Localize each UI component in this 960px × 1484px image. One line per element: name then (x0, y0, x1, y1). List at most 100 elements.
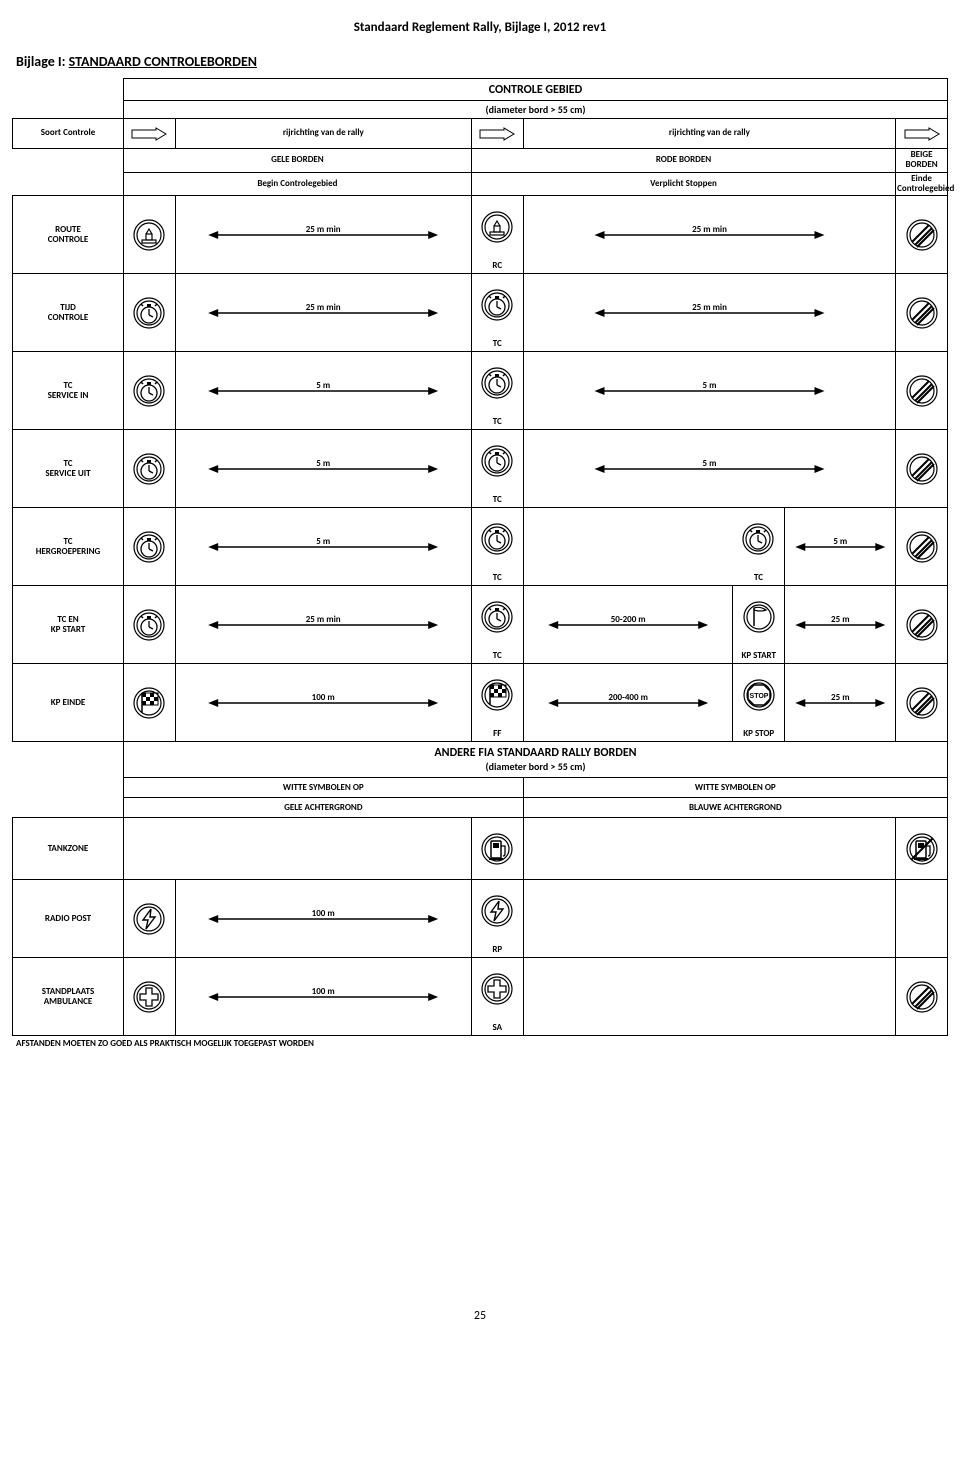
arrow: 50-200 m (523, 586, 733, 664)
arrow: 25 m min (175, 274, 471, 352)
txt: ROUTE (55, 224, 81, 235)
hatch-icon (896, 352, 948, 430)
sub-sa: SA (471, 1020, 523, 1036)
arrow: 25 m min (523, 196, 896, 274)
txt: AMBULANCE (44, 996, 93, 1007)
arrow: 200-400 m (523, 664, 733, 742)
arrow: 100 m (175, 880, 471, 958)
arrow: 5 m (523, 430, 896, 508)
hatch-icon (896, 508, 948, 586)
svg-text:5 m: 5 m (702, 380, 716, 391)
section2-sub: (diameter bord > 55 cm) (485, 760, 585, 773)
txt: TC (63, 380, 72, 391)
row-kpe-label: KP EINDE (13, 664, 124, 742)
hdr-rij2: rijrichting van de rally (523, 119, 896, 149)
sub-tc: TC (471, 414, 523, 430)
arrow: 25 m min (175, 196, 471, 274)
sub-rc: RC (471, 258, 523, 274)
svg-text:25 m min: 25 m min (692, 224, 727, 235)
clock-icon (124, 508, 176, 586)
fuel-icon (471, 818, 523, 880)
checkered-flag-icon (124, 664, 176, 742)
arrow: 25 m min (523, 274, 896, 352)
hdr-begin: Begin Controlegebied (124, 172, 472, 196)
clock-icon (733, 508, 785, 570)
txt: TC (63, 458, 72, 469)
txt: KP START (51, 624, 86, 635)
arrow: 100 m (175, 664, 471, 742)
cross-icon (124, 958, 176, 1036)
bijlage-prefix: Bijlage I: (16, 53, 69, 70)
row-tijd-label: TIJDCONTROLE (13, 274, 124, 352)
row-route-label: ROUTECONTROLE (13, 196, 124, 274)
row-herg-label: TCHERGROEPERING (13, 508, 124, 586)
clock-icon (471, 352, 523, 414)
row-tank-label: TANKZONE (13, 818, 124, 880)
txt: CONTROLE (48, 312, 88, 323)
svg-text:25 m min: 25 m min (306, 302, 341, 313)
svg-text:25 m min: 25 m min (692, 302, 727, 313)
svg-text:25 m min: 25 m min (306, 614, 341, 625)
arrow: 5 m (523, 352, 896, 430)
arrow: 5 m (175, 430, 471, 508)
txt: SERVICE IN (48, 390, 89, 401)
txt: HERGROEPERING (36, 546, 101, 557)
sub-ttcenc: TC (471, 570, 523, 586)
svg-text:50-200 m: 50-200 m (611, 614, 646, 625)
svg-text:25 m min: 25 m min (306, 224, 341, 235)
svg-text:5 m: 5 m (702, 458, 716, 469)
row-radio-label: RADIO POST (13, 880, 124, 958)
clock-icon (124, 352, 176, 430)
bolt-icon (124, 880, 176, 958)
hdr-geleach: GELE ACHTERGROND (124, 798, 524, 818)
row-tckp-label: TC ENKP START (13, 586, 124, 664)
flag-icon (733, 586, 785, 648)
svg-text:5 m: 5 m (316, 380, 330, 391)
sub-tc: TC (471, 336, 523, 352)
arrow: 25 m (785, 586, 896, 664)
stop-icon (733, 664, 785, 726)
hdr-beige: BEIGE BORDEN (896, 149, 948, 173)
hatch-icon (896, 196, 948, 274)
clock-icon (124, 586, 176, 664)
bolt-icon (471, 880, 523, 942)
hdr-witte1: WITTE SYMBOLEN OP (124, 778, 524, 798)
svg-text:5 m: 5 m (316, 536, 330, 547)
txt: STANDPLAATS (42, 986, 94, 997)
footer-note: AFSTANDEN MOETEN ZO GOED ALS PRAKTISCH M… (16, 1038, 948, 1049)
arrow: 5 m (785, 508, 896, 586)
svg-text:200-400 m: 200-400 m (608, 692, 647, 703)
arrow: 5 m (175, 352, 471, 430)
txt: TC (63, 536, 72, 547)
sub-tc: TC (733, 570, 785, 586)
open-arrow-icon (471, 119, 523, 149)
sub-tc: TC (471, 648, 523, 664)
page-number: 25 (12, 1309, 948, 1323)
hdr-gele: GELE BORDEN (124, 149, 472, 173)
hdr-einde: Einde Controlegebied (896, 172, 948, 196)
clock-icon (471, 430, 523, 492)
cross-icon (471, 958, 523, 1020)
hatch-icon (896, 958, 948, 1036)
arrow: 5 m (175, 508, 471, 586)
txt: CONTROLE (48, 234, 88, 245)
stamp-icon (124, 196, 176, 274)
hdr-blauwe: BLAUWE ACHTERGROND (523, 798, 947, 818)
hdr-verplicht: Verplicht Stoppen (471, 172, 895, 196)
svg-text:5 m: 5 m (316, 458, 330, 469)
row-svcin-label: TCSERVICE IN (13, 352, 124, 430)
row-amb-label: STANDPLAATSAMBULANCE (13, 958, 124, 1036)
svg-text:100 m: 100 m (312, 986, 335, 997)
sub-ff: FF (471, 726, 523, 742)
txt: SERVICE UIT (45, 468, 90, 479)
svg-text:100 m: 100 m (312, 908, 335, 919)
no-fuel-icon (896, 818, 948, 880)
arrow: 25 m min (175, 586, 471, 664)
hdr-rode: RODE BORDEN (471, 149, 895, 173)
clock-icon (471, 274, 523, 336)
section1-title: CONTROLE GEBIED (489, 83, 582, 97)
svg-text:25 m: 25 m (831, 692, 849, 703)
arrow: 25 m (785, 664, 896, 742)
svg-text:5 m: 5 m (833, 536, 847, 547)
sub-tc: TC (471, 492, 523, 508)
